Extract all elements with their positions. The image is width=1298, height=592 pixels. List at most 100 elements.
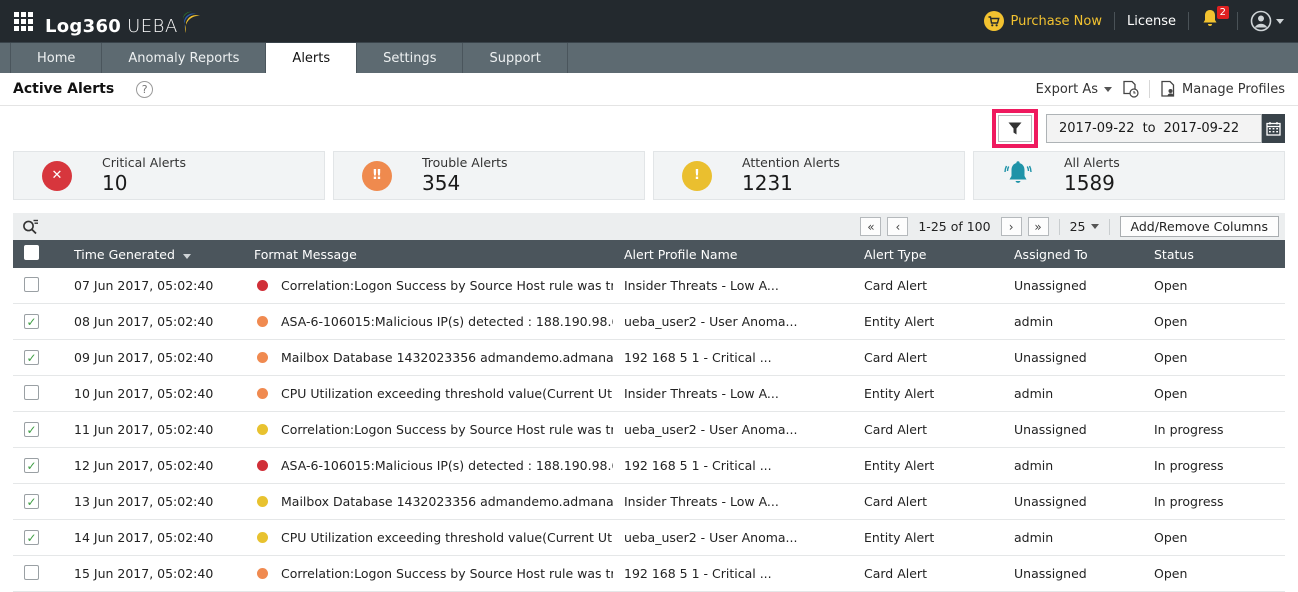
row-checkbox[interactable] — [24, 564, 39, 580]
table-row[interactable]: ✓ 08 Jun 2017, 05:02:40 ASA-6-106015:Mal… — [13, 304, 1285, 340]
card-all-alerts[interactable]: All Alerts 1589 — [973, 151, 1285, 200]
date-range-input[interactable]: 2017-09-22 to 2017-09-22 — [1046, 113, 1262, 143]
row-checkbox[interactable]: ✓ — [24, 458, 39, 474]
table-row[interactable]: ✓ 09 Jun 2017, 05:02:40 Mailbox Database… — [13, 340, 1285, 376]
col-time-generated[interactable]: Time Generated — [63, 247, 243, 262]
card-label: Critical Alerts — [102, 155, 186, 171]
table-row[interactable]: 15 Jun 2017, 05:02:40 Correlation:Logon … — [13, 556, 1285, 592]
card-trouble-alerts[interactable]: ‼ Trouble Alerts 354 — [333, 151, 645, 200]
tab-home[interactable]: Home — [10, 43, 103, 73]
assigned-to-cell: Unassigned — [1014, 494, 1087, 509]
alert-type-cell: Entity Alert — [864, 458, 935, 473]
card-attention-alerts[interactable]: ! Attention Alerts 1231 — [653, 151, 965, 200]
manage-profiles-label: Manage Profiles — [1182, 81, 1285, 97]
row-checkbox[interactable]: ✓ — [24, 530, 39, 546]
table-row[interactable]: 07 Jun 2017, 05:02:40 Correlation:Logon … — [13, 268, 1285, 304]
topbar-divider — [1237, 12, 1238, 30]
card-label: Attention Alerts — [742, 155, 840, 171]
table-row[interactable]: ✓ 14 Jun 2017, 05:02:40 CPU Utilization … — [13, 520, 1285, 556]
severity-dot-icon — [257, 388, 268, 399]
col-assigned-to[interactable]: Assigned To — [1014, 246, 1088, 262]
export-as-button[interactable]: Export As — [1036, 82, 1113, 97]
first-page-button[interactable]: « — [860, 217, 882, 236]
card-value: 1589 — [1064, 170, 1115, 195]
status-cell: In progress — [1154, 494, 1224, 509]
purchase-now-label: Purchase Now — [1010, 13, 1102, 29]
purchase-now-link[interactable]: Purchase Now — [983, 11, 1102, 31]
table-body: 07 Jun 2017, 05:02:40 Correlation:Logon … — [13, 268, 1285, 592]
time-generated-cell: 08 Jun 2017, 05:02:40 — [74, 314, 214, 329]
user-menu-button[interactable] — [1250, 10, 1284, 32]
alert-type-cell: Card Alert — [864, 494, 927, 509]
col-format-message[interactable]: Format Message — [254, 246, 357, 262]
format-message-cell: Correlation:Logon Success by Source Host… — [281, 422, 613, 437]
app-launcher-icon[interactable] — [14, 11, 33, 31]
col-alert-type[interactable]: Alert Type — [864, 246, 927, 262]
card-value: 354 — [422, 170, 461, 195]
format-message-cell: CPU Utilization exceeding threshold valu… — [281, 386, 613, 401]
tab-support[interactable]: Support — [463, 43, 568, 73]
table-row[interactable]: 10 Jun 2017, 05:02:40 CPU Utilization ex… — [13, 376, 1285, 412]
status-cell: Open — [1154, 278, 1188, 293]
row-checkbox[interactable]: ✓ — [24, 350, 39, 366]
brand-suffix: UEBA — [127, 15, 178, 37]
table-row[interactable]: ✓ 12 Jun 2017, 05:02:40 ASA-6-106015:Mal… — [13, 448, 1285, 484]
manage-profiles-button[interactable]: Manage Profiles — [1160, 80, 1285, 98]
assigned-to-cell: admin — [1014, 386, 1054, 401]
schedule-export-icon[interactable] — [1122, 80, 1139, 98]
alert-type-cell: Card Alert — [864, 566, 927, 581]
assigned-to-cell: admin — [1014, 530, 1054, 545]
severity-dot-icon — [257, 316, 268, 327]
severity-dot-icon — [257, 460, 268, 471]
sort-desc-icon — [182, 253, 191, 259]
time-generated-cell: 10 Jun 2017, 05:02:40 — [74, 386, 214, 401]
row-checkbox[interactable] — [24, 384, 39, 400]
status-cell: Open — [1154, 314, 1188, 329]
format-message-cell: Mailbox Database 1432023356 admandemo.ad… — [281, 350, 613, 365]
last-page-button[interactable]: » — [1027, 217, 1049, 236]
page-title: Active Alerts — [13, 81, 115, 97]
col-status[interactable]: Status — [1154, 246, 1194, 262]
card-critical-alerts[interactable]: ✕ Critical Alerts 10 — [13, 151, 325, 200]
tab-anomaly-reports[interactable]: Anomaly Reports — [102, 43, 267, 73]
brand-name: Log360 — [45, 15, 122, 37]
filter-button[interactable] — [998, 114, 1032, 142]
row-checkbox[interactable]: ✓ — [24, 494, 39, 510]
topbar-divider — [1188, 12, 1189, 30]
page-size-dropdown[interactable]: 25 — [1070, 219, 1099, 234]
severity-dot-icon — [257, 496, 268, 507]
alert-profile-name-cell: Insider Threats - Low A... — [624, 386, 779, 401]
col-alert-profile-name[interactable]: Alert Profile Name — [624, 246, 738, 262]
status-cell: Open — [1154, 530, 1188, 545]
alert-type-cell: Card Alert — [864, 422, 927, 437]
tab-alerts[interactable]: Alerts — [266, 43, 358, 73]
attention-icon: ! — [682, 160, 712, 191]
alert-summary-cards: ✕ Critical Alerts 10 ‼ Trouble Alerts 35… — [13, 151, 1285, 200]
time-generated-cell: 07 Jun 2017, 05:02:40 — [74, 278, 214, 293]
license-link[interactable]: License — [1126, 13, 1176, 29]
all-alerts-bell-icon — [1002, 158, 1034, 194]
time-generated-cell: 12 Jun 2017, 05:02:40 — [74, 458, 214, 473]
card-value: 10 — [102, 170, 128, 195]
table-row[interactable]: ✓ 11 Jun 2017, 05:02:40 Correlation:Logo… — [13, 412, 1285, 448]
notifications-button[interactable]: 2 — [1201, 6, 1229, 34]
help-icon[interactable]: ? — [136, 80, 154, 98]
row-checkbox[interactable]: ✓ — [24, 422, 39, 438]
next-page-button[interactable]: › — [1000, 217, 1022, 236]
toolbar-divider — [1108, 218, 1110, 235]
status-cell: Open — [1154, 566, 1188, 581]
card-value: 1231 — [742, 170, 793, 195]
date-from: 2017-09-22 — [1059, 120, 1135, 136]
add-remove-columns-button[interactable]: Add/Remove Columns — [1119, 216, 1279, 237]
prev-page-button[interactable]: ‹ — [887, 217, 909, 236]
calendar-icon — [1266, 121, 1281, 136]
status-cell: In progress — [1154, 458, 1224, 473]
table-row[interactable]: ✓ 13 Jun 2017, 05:02:40 Mailbox Database… — [13, 484, 1285, 520]
row-checkbox[interactable]: ✓ — [24, 314, 39, 330]
calendar-button[interactable] — [1262, 113, 1285, 143]
row-checkbox[interactable] — [24, 276, 39, 292]
search-icon[interactable] — [21, 218, 39, 235]
time-generated-cell: 13 Jun 2017, 05:02:40 — [74, 494, 214, 509]
select-all-checkbox[interactable] — [24, 245, 39, 260]
tab-settings[interactable]: Settings — [357, 43, 464, 73]
